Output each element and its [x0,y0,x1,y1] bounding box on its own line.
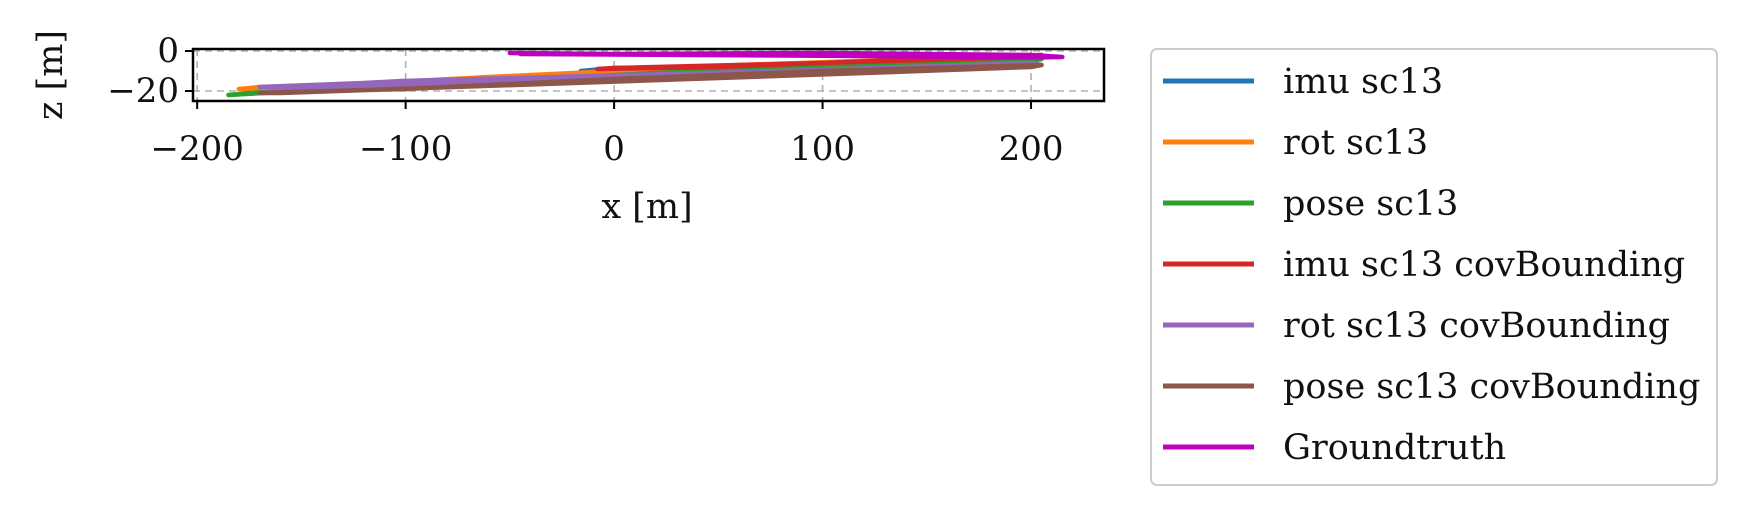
legend-label: imu sc13 covBounding [1283,245,1685,285]
legend: imu sc13 rot sc13 pose sc13 imu sc13 covBou… [1150,48,1718,486]
x-tick-label: −200 [150,129,243,169]
legend-label: pose sc13 [1283,184,1458,224]
plot-area [191,47,1106,103]
x-axis-label: x [m] [601,187,692,227]
legend-label: rot sc13 covBounding [1283,306,1670,346]
x-tick-label: 200 [999,129,1064,169]
y-axis-label: z [m] [31,30,71,120]
y-tick-label: 0 [157,31,179,71]
plot-frame [191,47,1106,103]
legend-label: rot sc13 [1283,123,1428,163]
series-line-6 [507,50,1065,60]
series-line-5 [257,62,1044,96]
x-tick-label: 0 [603,129,625,169]
series-lines [226,50,1065,98]
x-axis-ticks: −200 −100 0 100 200 [150,101,1063,169]
x-tick-label: −100 [359,129,452,169]
y-tick-label: −20 [107,71,179,111]
y-axis-ticks: 0−20 [107,31,193,111]
legend-label: pose sc13 covBounding [1283,367,1700,407]
x-tick-label: 100 [790,129,855,169]
legend-label: Groundtruth [1283,428,1506,468]
legend-items: imu sc13 rot sc13 pose sc13 imu sc13 covBou… [1163,62,1700,468]
legend-frame [1150,48,1718,486]
legend-label: imu sc13 [1283,62,1443,102]
